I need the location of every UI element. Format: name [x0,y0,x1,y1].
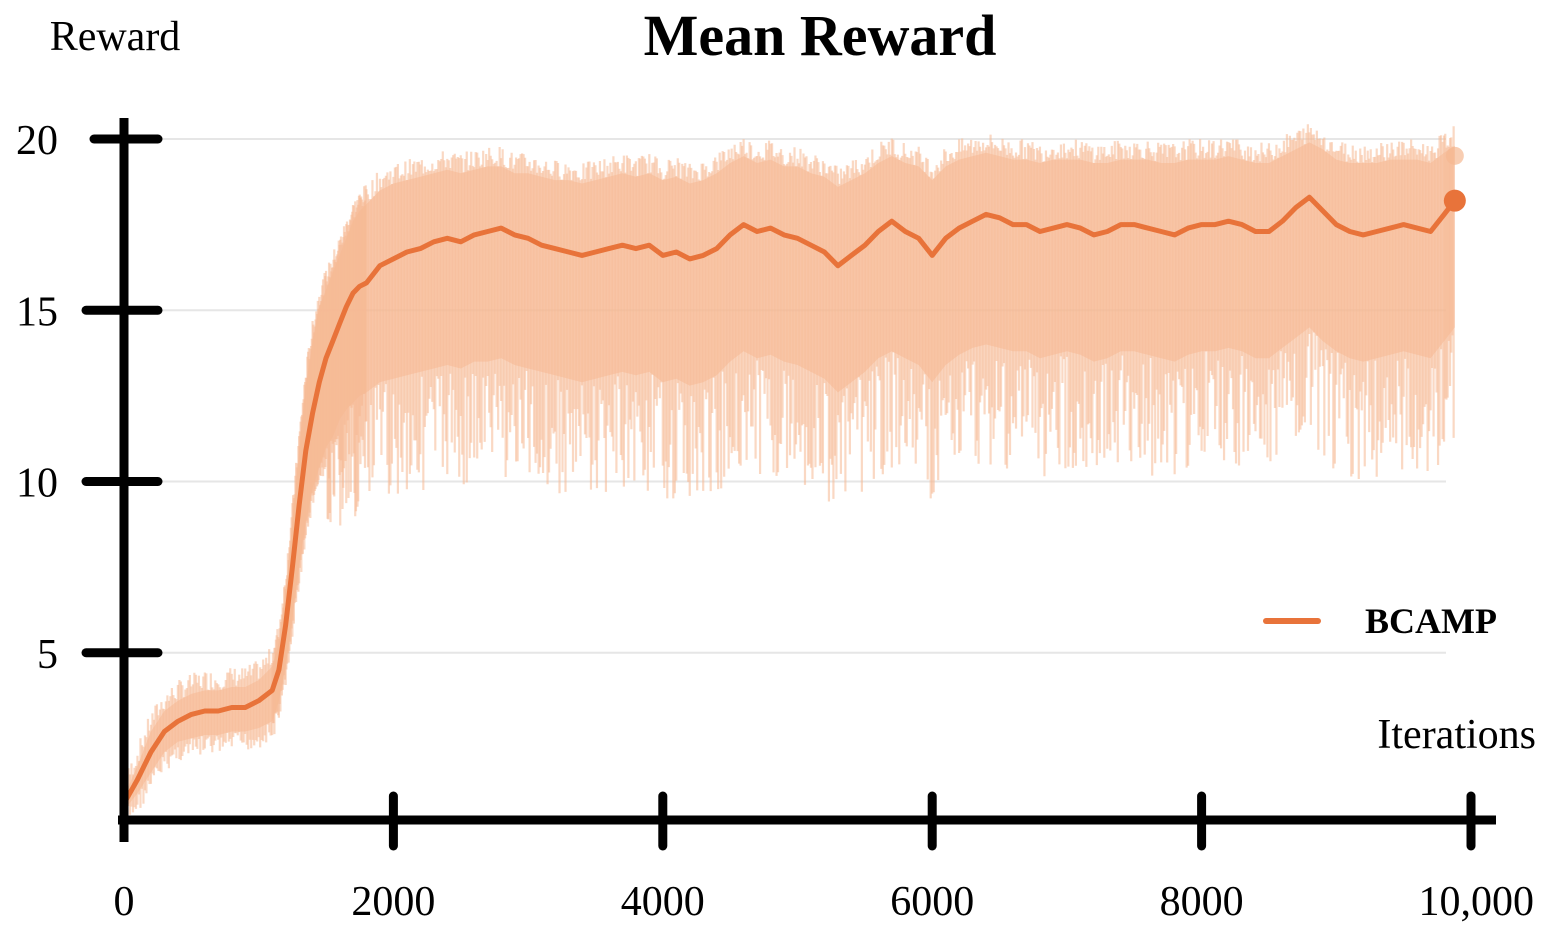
series-end-marker-raw [1445,146,1464,165]
axes [81,118,1496,851]
x-tick-label-0: 0 [114,879,135,925]
y-axis-label: Reward [50,14,181,60]
series-end-marker [1443,189,1466,212]
y-tick-label-20: 20 [16,118,58,164]
variance-band-bcamp [124,142,1455,811]
tick-labels: 5 10 15 20 0 2000 4000 6000 8000 10,000 [16,118,1534,925]
chart-title: Mean Reward [644,3,997,68]
y-tick-label-10: 10 [16,461,58,507]
y-tick-label-5: 5 [37,632,58,678]
x-tick-label-6000: 6000 [890,879,974,925]
variance-band [122,124,1455,821]
x-tick-label-8000: 8000 [1160,879,1244,925]
x-axis-label: Iterations [1377,712,1536,758]
x-tick-label-10000: 10,000 [1419,879,1535,925]
legend-label-bcamp: BCAMP [1365,601,1497,641]
y-tick-label-15: 15 [16,289,58,335]
x-tick-label-2000: 2000 [351,879,435,925]
x-tick-label-4000: 4000 [621,879,705,925]
series-line-bcamp [121,194,1458,806]
series-lines [121,146,1466,806]
legend: BCAMP [1263,601,1497,641]
